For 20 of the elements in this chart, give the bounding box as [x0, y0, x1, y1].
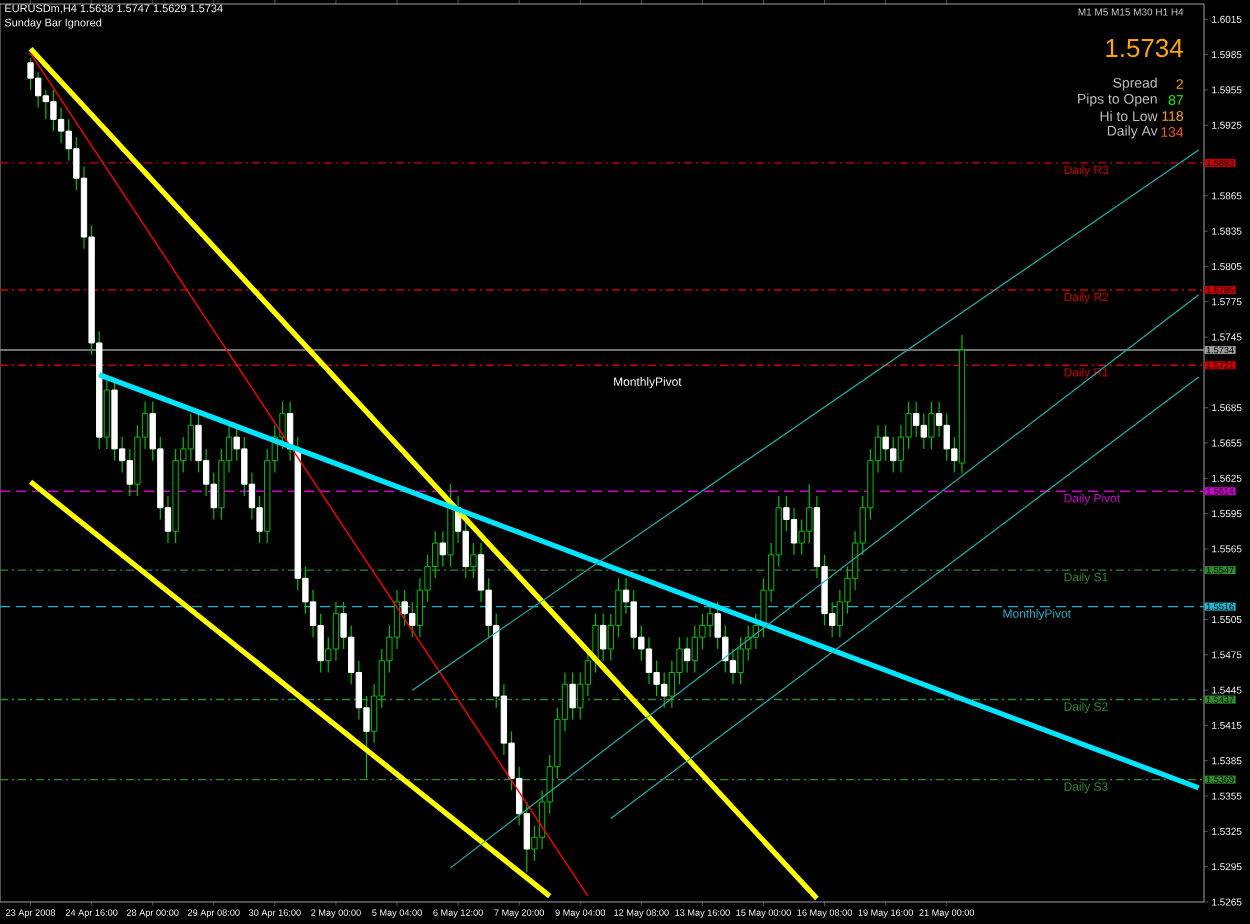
candlestick — [661, 671, 668, 709]
candlestick — [57, 106, 65, 144]
annotation: 1.5734 — [1106, 38, 1183, 58]
candlestick — [683, 636, 691, 674]
candlestick — [645, 636, 653, 685]
candlestick — [790, 507, 798, 556]
candlestick — [691, 624, 698, 674]
candlestick — [928, 401, 935, 450]
candlestick — [470, 542, 477, 579]
candlestick — [599, 613, 607, 662]
candlestick — [187, 412, 195, 462]
candlestick — [737, 636, 744, 685]
candlestick — [569, 671, 576, 721]
candlestick — [806, 483, 813, 544]
candlestick — [332, 601, 340, 662]
candlestick — [882, 424, 889, 462]
candlestick — [27, 57, 34, 91]
candlestick — [890, 436, 897, 474]
candlestick — [447, 483, 454, 568]
candlestick — [103, 377, 111, 450]
